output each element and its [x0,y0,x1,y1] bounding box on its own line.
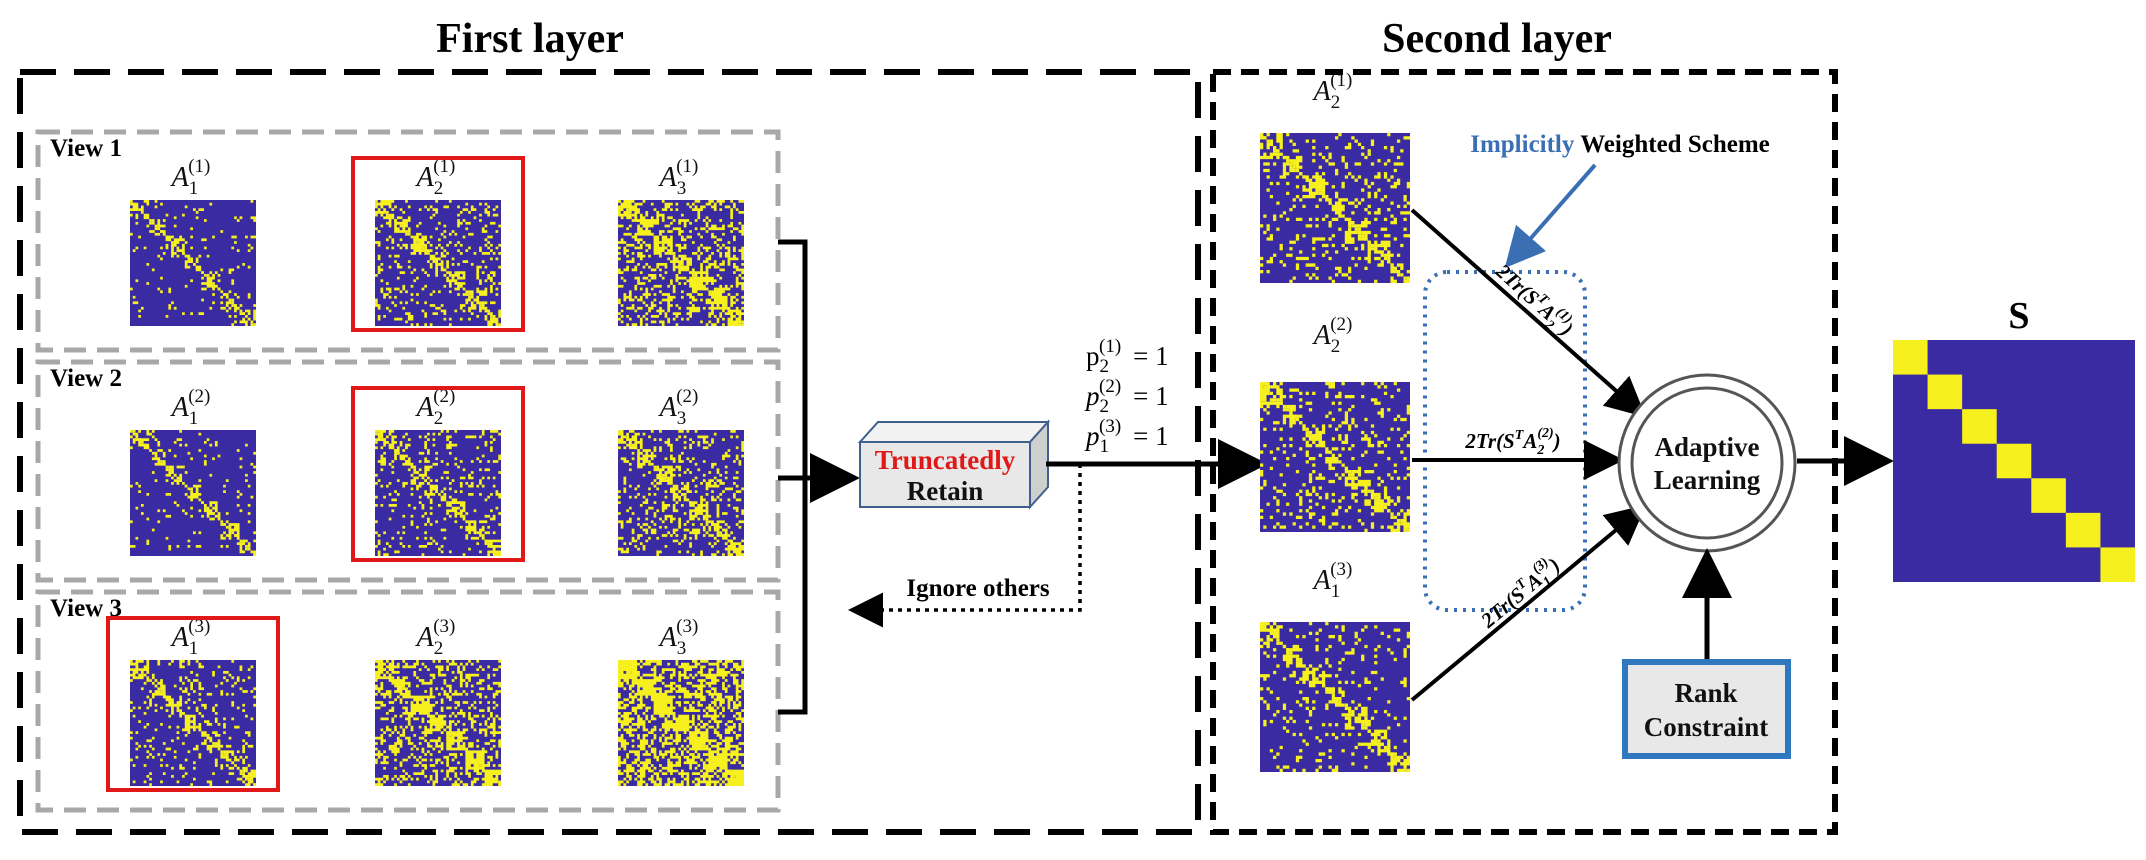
output-block-1 [1893,340,1928,375]
second-matrix-A1-3 [1260,622,1410,772]
edges: 2Tr(STA2(1)) 2Tr(STA2(2)) 2Tr(STA1(3)) [1410,208,1647,702]
view-1: View 1 A1(1) A2(1) A3(1) [35,129,781,353]
weighted-scheme-text: Weighted Scheme [1574,131,1769,158]
matrix-label-A3-view3: A3(3) [658,616,699,659]
second-matrix-label-2: A2(2) [1312,314,1353,357]
matrix-A3-view2 [618,430,744,556]
matrix-A1-view1 [130,200,256,326]
view-1-frame [35,129,781,353]
matrix-A2-view3 [375,660,501,786]
edge-label-1: 2Tr(STA2(1)) [1487,256,1580,344]
views: View 1 A1(1) A2(1) A3(1) View 2 A1(2) A2(2) A3(… [35,129,781,813]
view-3-frame [35,589,781,813]
weights: p2(1) = 1p2(2) = 1p1(3) = 1 [1084,336,1169,457]
view-2-label: View 2 [50,365,122,392]
edge-label-3: 2Tr(STA1(3)) [1474,551,1568,637]
adaptive-learning-node: Adaptive Learning [1617,373,1797,553]
rank-constraint-box: Rank Constraint [1622,659,1791,759]
second-matrix-A2-1 [1260,133,1410,283]
second-matrix-label-1: A2(1) [1312,70,1353,113]
matrix-A2-view2 [375,430,501,556]
output-label: S [2008,295,2029,337]
matrix-label-A2-view1: A2(1) [415,156,456,199]
matrix-label-A1-view3: A1(3) [170,616,211,659]
second-matrix-A2-2 [1260,382,1410,532]
view-1-label: View 1 [50,135,122,162]
matrix-label-A2-view3: A2(3) [415,616,456,659]
matrix-label-A3-view1: A3(1) [658,156,699,199]
constraint-label: Constraint [1644,712,1769,742]
selected-highlight-view2 [351,386,525,562]
second-layer-frame [1210,69,1838,835]
truncatedly-retain-box: Truncatedly Retain [857,419,1051,510]
output-block-3 [1962,409,1997,444]
first-layer-title: First layer [436,16,624,62]
output-block-7 [2100,547,2135,582]
view-2-frame [35,359,781,583]
output-block-5 [2031,478,2066,513]
matrix-A1-view3 [130,660,256,786]
output-block-2 [1927,374,1963,410]
matrix-A1-view2 [130,430,256,556]
truncatedly-label: Truncatedly [875,445,1016,475]
matrix-label-A2-view2: A2(2) [415,386,456,429]
matrix-A3-view1 [618,200,744,326]
output-block-6 [2065,512,2101,548]
edge-1 [1410,208,1646,418]
selected-highlight-view3 [106,616,280,792]
edge-label-2: 2Tr(STA2(2)) [1464,426,1560,458]
matrix-label-A1-view2: A1(2) [170,386,211,429]
weight-p2-2: p2(2) = 1 [1084,376,1169,417]
selected-highlight-view1 [351,156,525,332]
scheme-pointer-arrow [1504,163,1597,269]
matrix-label-A3-view2: A3(2) [658,386,699,429]
weighted-scheme-label: Implicitly Weighted Scheme [1470,131,1770,158]
weight-p2-1: p2(1) = 1 [1086,336,1169,377]
output-block-4 [1996,443,2032,479]
output-matrix [1893,340,2135,582]
second-matrix-label-3: A1(3) [1312,559,1353,602]
adaptive-label: Adaptive [1654,432,1759,462]
view-2: View 2 A1(2) A2(2) A3(2) [35,359,781,583]
second-layer-matrices: A2(1) A2(2) A1(3) [1260,70,1410,772]
implicitly-text: Implicitly [1470,131,1575,158]
retain-label: Retain [907,476,984,506]
weight-p1-3: p1(3) = 1 [1084,416,1169,457]
edge-3 [1410,504,1647,702]
second-layer-title: Second layer [1382,16,1612,62]
ignore-others-arrow [848,464,1082,628]
matrix-A2-view1 [375,200,501,326]
rank-label: Rank [1674,678,1737,708]
matrix-label-A1-view1: A1(1) [170,156,211,199]
learning-label: Learning [1654,465,1761,495]
ignore-others-label: Ignore others [906,575,1050,602]
matrix-A3-view3 [618,660,744,786]
view-3: View 3A1(3) A2(3) A3(3) [35,589,781,813]
